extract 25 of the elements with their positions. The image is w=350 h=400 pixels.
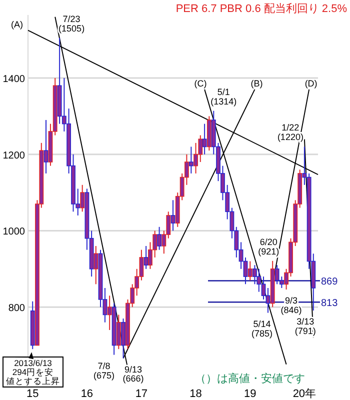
series-label: (A) (11, 19, 23, 30)
annotation: 2013/6/13 294円を安値とする上昇 (6, 358, 60, 386)
text: （）は高値・安値です (195, 372, 305, 385)
ref-line-label: 869 (321, 276, 338, 288)
x-tick-label: 16 (80, 388, 94, 400)
y-tick-label: 1000 (2, 226, 26, 238)
series-label: (D) (304, 78, 318, 88)
y-tick-label: 1200 (2, 150, 26, 162)
y-tick-label: 1400 (2, 74, 26, 85)
chart-title: PER 6.7 PBR 0.6 配当利回り 2.5% (176, 2, 348, 15)
annotation: 5/1 (1314) (210, 86, 237, 106)
x-tick-label: 19 (244, 388, 256, 400)
x-tick-label: 15 (26, 388, 39, 400)
ref-line-label: 813 (321, 298, 338, 310)
x-tick-label: 20年 (292, 388, 316, 400)
annotation: 7/8 (675) (94, 360, 115, 380)
annotation: 7/23 (1505) (58, 14, 85, 34)
annotation: 5/14 (785) (251, 318, 272, 338)
series-label: (B) (250, 78, 263, 88)
annotation: 9/13 (666) (122, 364, 144, 384)
y-tick-label: 800 (8, 303, 26, 314)
x-tick-label: 17 (135, 388, 148, 400)
x-tick-label: 18 (190, 388, 202, 400)
series-label: (C) (194, 78, 207, 88)
annotation: 6/20 (921) (258, 236, 280, 256)
